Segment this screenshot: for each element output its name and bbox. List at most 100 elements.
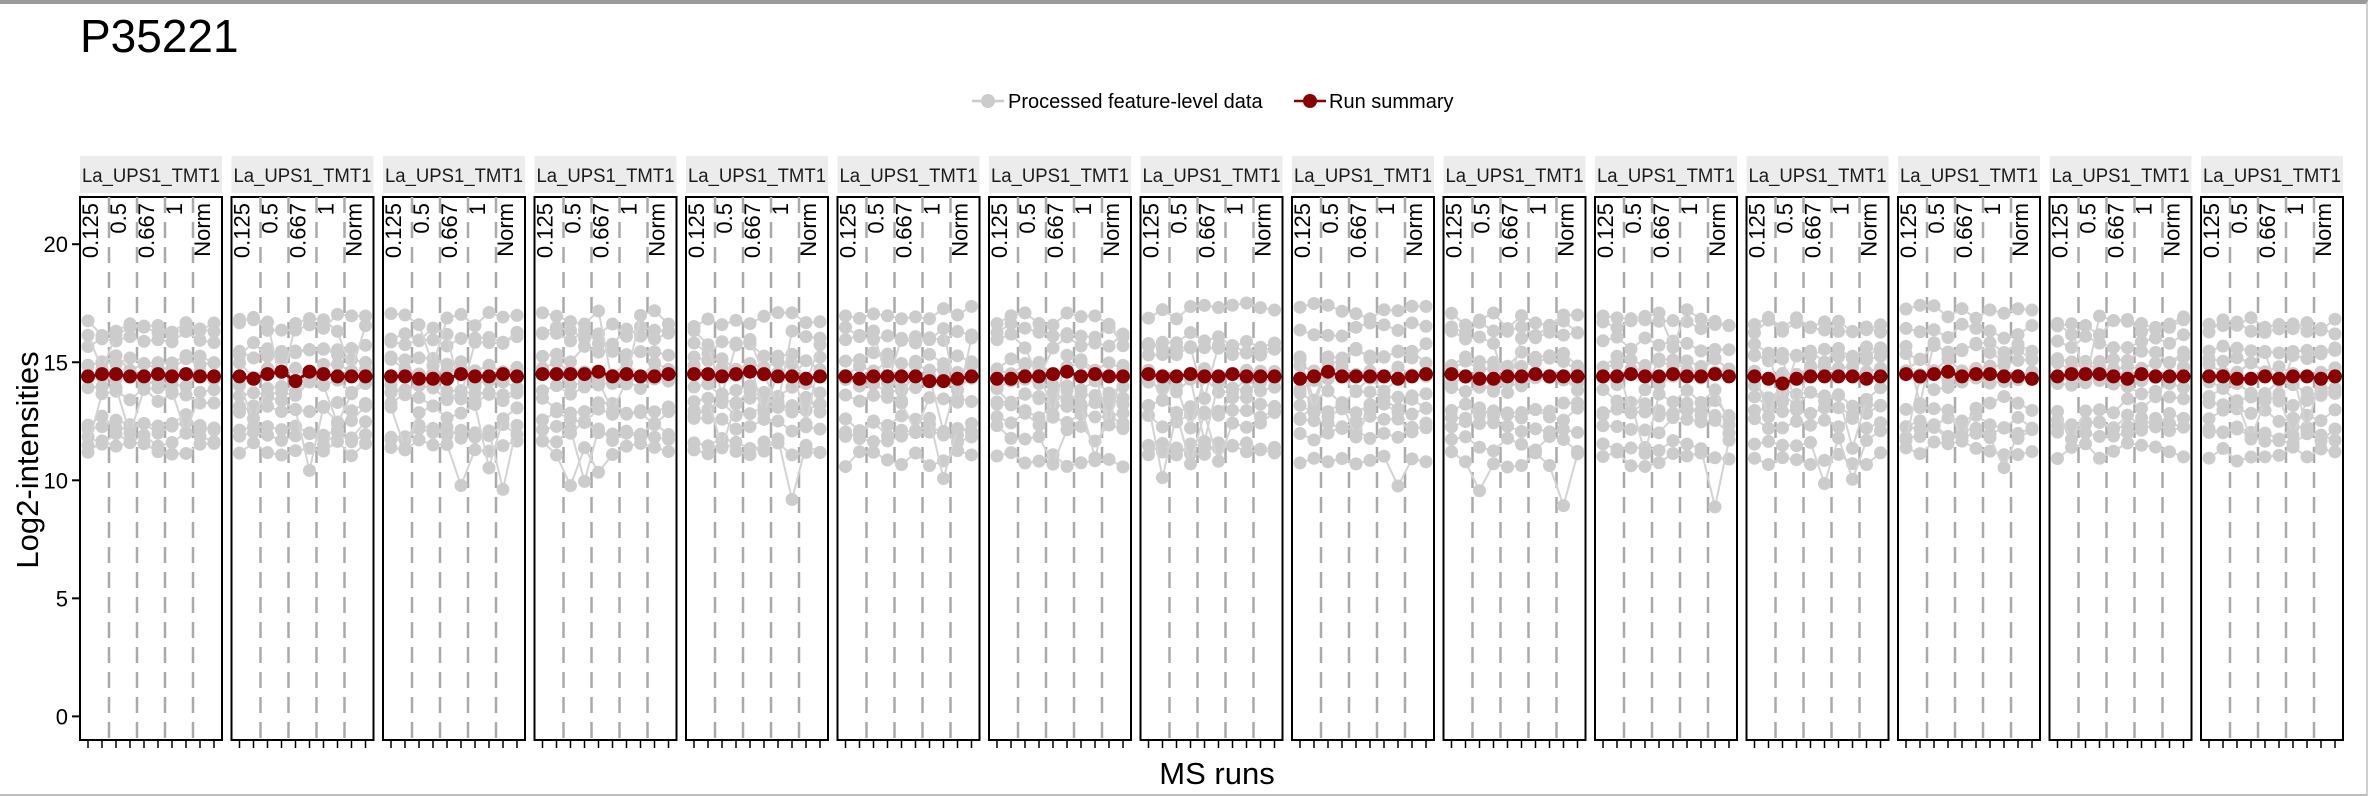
feature-point bbox=[2230, 420, 2244, 434]
feature-point bbox=[1860, 349, 1873, 363]
feature-point bbox=[592, 337, 605, 351]
run-label: 1 bbox=[617, 203, 642, 215]
summary-point bbox=[137, 369, 151, 384]
summary-point bbox=[123, 369, 137, 384]
feature-point bbox=[1459, 430, 1472, 444]
feature-point bbox=[2149, 345, 2162, 359]
feature-point bbox=[207, 356, 221, 370]
summary-point bbox=[1556, 369, 1571, 384]
feature-line bbox=[238, 362, 366, 380]
strip-label: La_UPS1_TMT1 bbox=[991, 166, 1129, 187]
feature-point bbox=[965, 355, 978, 369]
feature-point bbox=[1832, 324, 1845, 338]
feature-point bbox=[2177, 392, 2190, 406]
feature-point bbox=[440, 311, 454, 325]
feature-point bbox=[1997, 354, 2011, 368]
feature-point bbox=[2328, 445, 2342, 459]
feature-point bbox=[578, 474, 591, 488]
feature-point bbox=[923, 333, 936, 347]
feature-point bbox=[1832, 388, 1845, 402]
run-label: 0.5 bbox=[2227, 203, 2252, 234]
feature-point bbox=[2230, 341, 2244, 355]
feature-point bbox=[648, 345, 661, 359]
feature-point bbox=[289, 429, 302, 443]
feature-point bbox=[275, 448, 288, 462]
summary-point bbox=[687, 367, 701, 382]
feature-point bbox=[564, 479, 577, 493]
feature-point bbox=[687, 336, 701, 350]
feature-point bbox=[2272, 360, 2286, 374]
summary-point bbox=[1349, 369, 1363, 384]
summary-point bbox=[302, 364, 317, 379]
feature-point bbox=[1419, 387, 1433, 401]
feature-point bbox=[1913, 298, 1927, 312]
feature-point bbox=[1046, 408, 1060, 422]
feature-point bbox=[1088, 309, 1102, 323]
summary-point bbox=[2244, 371, 2258, 386]
feature-point bbox=[1060, 379, 1074, 393]
feature-point bbox=[895, 333, 908, 347]
feature-point bbox=[550, 379, 563, 393]
feature-line bbox=[1754, 345, 1881, 364]
summary-point bbox=[2328, 369, 2342, 384]
summary-point bbox=[2011, 369, 2025, 384]
feature-point bbox=[1268, 336, 1281, 350]
feature-point bbox=[1240, 436, 1253, 450]
run-label: 1 bbox=[1980, 203, 2005, 215]
feature-point bbox=[2093, 328, 2106, 342]
feature-point bbox=[990, 317, 1004, 331]
feature-point bbox=[1997, 306, 2011, 320]
feature-point bbox=[951, 325, 964, 339]
feature-point bbox=[895, 409, 908, 423]
y-axis: 0 5 10 15 20 bbox=[44, 197, 81, 740]
feature-point bbox=[853, 353, 866, 367]
feature-point bbox=[937, 357, 950, 371]
feature-point bbox=[2149, 331, 2162, 345]
feature-point bbox=[1377, 412, 1391, 426]
feature-line bbox=[2057, 376, 2184, 395]
feature-point bbox=[2258, 346, 2272, 360]
feature-point bbox=[1529, 350, 1542, 364]
feature-point bbox=[193, 418, 207, 432]
feature-point bbox=[2258, 386, 2272, 400]
run-label: Norm bbox=[948, 203, 973, 257]
feature-point bbox=[398, 441, 412, 455]
feature-point bbox=[1722, 319, 1736, 333]
feature-point bbox=[247, 386, 260, 400]
feature-point bbox=[1955, 414, 1969, 428]
feature-point bbox=[1405, 407, 1419, 421]
feature-line bbox=[239, 380, 367, 427]
strip-label: La_UPS1_TMT1 bbox=[1900, 166, 2038, 187]
feature-point bbox=[1955, 430, 1969, 444]
feature-point bbox=[687, 443, 701, 457]
feature-line bbox=[239, 317, 367, 388]
feature-point bbox=[965, 395, 978, 409]
feature-point bbox=[2314, 388, 2328, 402]
feature-point bbox=[331, 416, 344, 430]
feature-point bbox=[1610, 442, 1624, 456]
summary-point bbox=[316, 367, 331, 382]
feature-point bbox=[909, 424, 922, 438]
feature-point bbox=[2216, 442, 2230, 456]
feature-line bbox=[390, 335, 518, 348]
feature-point bbox=[1184, 326, 1197, 340]
feature-point bbox=[398, 308, 412, 322]
summary-point bbox=[1514, 369, 1529, 384]
feature-point bbox=[1032, 411, 1046, 425]
feature-point bbox=[1391, 430, 1405, 444]
feature-point bbox=[151, 394, 165, 408]
feature-point bbox=[1116, 416, 1130, 430]
feature-point bbox=[496, 439, 510, 453]
summary-point bbox=[1335, 369, 1349, 384]
summary-point bbox=[1873, 369, 1888, 384]
feature-point bbox=[1419, 319, 1433, 333]
feature-point bbox=[1638, 359, 1652, 373]
summary-line bbox=[694, 370, 821, 381]
feature-point bbox=[1293, 456, 1307, 470]
feature-point bbox=[123, 393, 137, 407]
feature-point bbox=[1571, 383, 1584, 397]
feature-point bbox=[2177, 345, 2190, 359]
run-label: Norm bbox=[2008, 203, 2033, 257]
feature-line bbox=[1451, 406, 1579, 422]
feature-point bbox=[1571, 326, 1584, 340]
